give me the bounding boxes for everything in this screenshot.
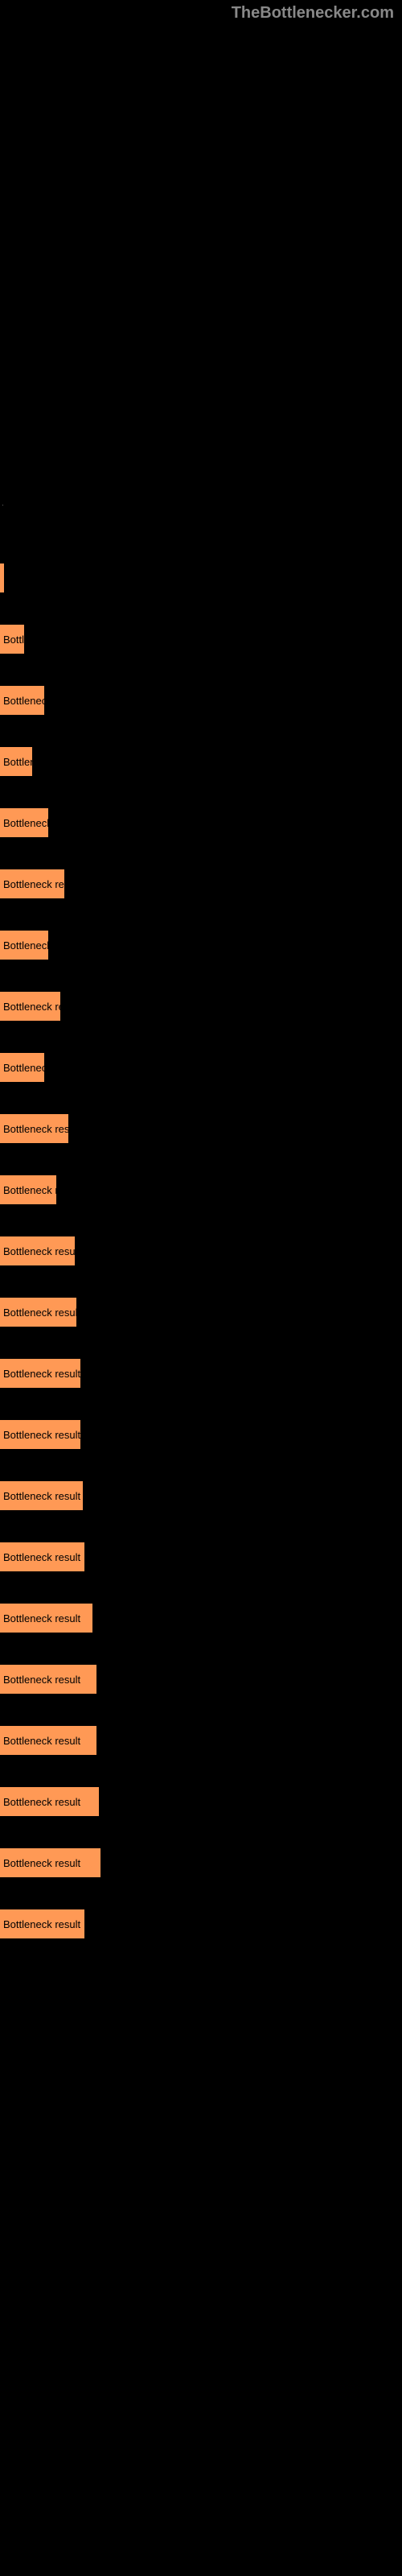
bar-row: Bottler [0, 747, 402, 776]
bar: Bottleneck [0, 931, 48, 960]
bar-row: Bottleneck result [0, 1604, 402, 1633]
bar: Bottleneck resu [0, 1114, 68, 1143]
bar-row: Bottleneck [0, 931, 402, 960]
bar: Bottleneck result [0, 1848, 100, 1877]
bar-row: Bottleneck result [0, 1665, 402, 1694]
bar: Bottleneck re [0, 992, 60, 1021]
bar: Bottleneck result [0, 1542, 84, 1571]
watermark-text: TheBottlenecker.com [232, 4, 394, 23]
bar-row: Bottleneck result [0, 1298, 402, 1327]
bar-row: Bottleneck resu [0, 1114, 402, 1143]
bar-row: Bottleneck result [0, 1726, 402, 1755]
axis-marker: . [2, 499, 4, 508]
bar-row [0, 564, 402, 592]
bar-row: Bottleneck re [0, 992, 402, 1021]
bar: Bottleneck r [0, 1175, 56, 1204]
bar: Bottleneck result [0, 1787, 99, 1816]
bar: Bottleneck result [0, 1359, 80, 1388]
bar: Bottleneck res [0, 869, 64, 898]
bar: Bottlenec [0, 686, 44, 715]
bar: Bottleneck result [0, 1481, 83, 1510]
bar: Bottleneck result [0, 1420, 80, 1449]
bar-row: Bottl [0, 625, 402, 654]
bar: Bottleneck result [0, 1604, 92, 1633]
bar-row: Bottlenec [0, 1053, 402, 1082]
bar: Bottlenec [0, 1053, 44, 1082]
bar-row: Bottleneck res [0, 869, 402, 898]
bar-row: Bottleneck [0, 808, 402, 837]
bar-row: Bottleneck result [0, 1481, 402, 1510]
bar-chart: . BottlBottlenecBottlerBottleneckBottlen… [0, 564, 402, 1938]
bar: Bottleneck result [0, 1726, 96, 1755]
bar-row: Bottleneck r [0, 1175, 402, 1204]
bar: Bottleneck result [0, 1298, 76, 1327]
bar-row: Bottleneck result [0, 1848, 402, 1877]
bar-row: Bottleneck result [0, 1236, 402, 1265]
bar: Bottleneck result [0, 1236, 75, 1265]
bar-row: Bottleneck result [0, 1787, 402, 1816]
bar [0, 564, 4, 592]
bar-row: Bottleneck result [0, 1542, 402, 1571]
bar-row: Bottleneck result [0, 1359, 402, 1388]
bar: Bottleneck result [0, 1909, 84, 1938]
bar: Bottler [0, 747, 32, 776]
bar-row: Bottlenec [0, 686, 402, 715]
bar: Bottleneck [0, 808, 48, 837]
bar-row: Bottleneck result [0, 1909, 402, 1938]
bar: Bottl [0, 625, 24, 654]
bar-row: Bottleneck result [0, 1420, 402, 1449]
bar: Bottleneck result [0, 1665, 96, 1694]
